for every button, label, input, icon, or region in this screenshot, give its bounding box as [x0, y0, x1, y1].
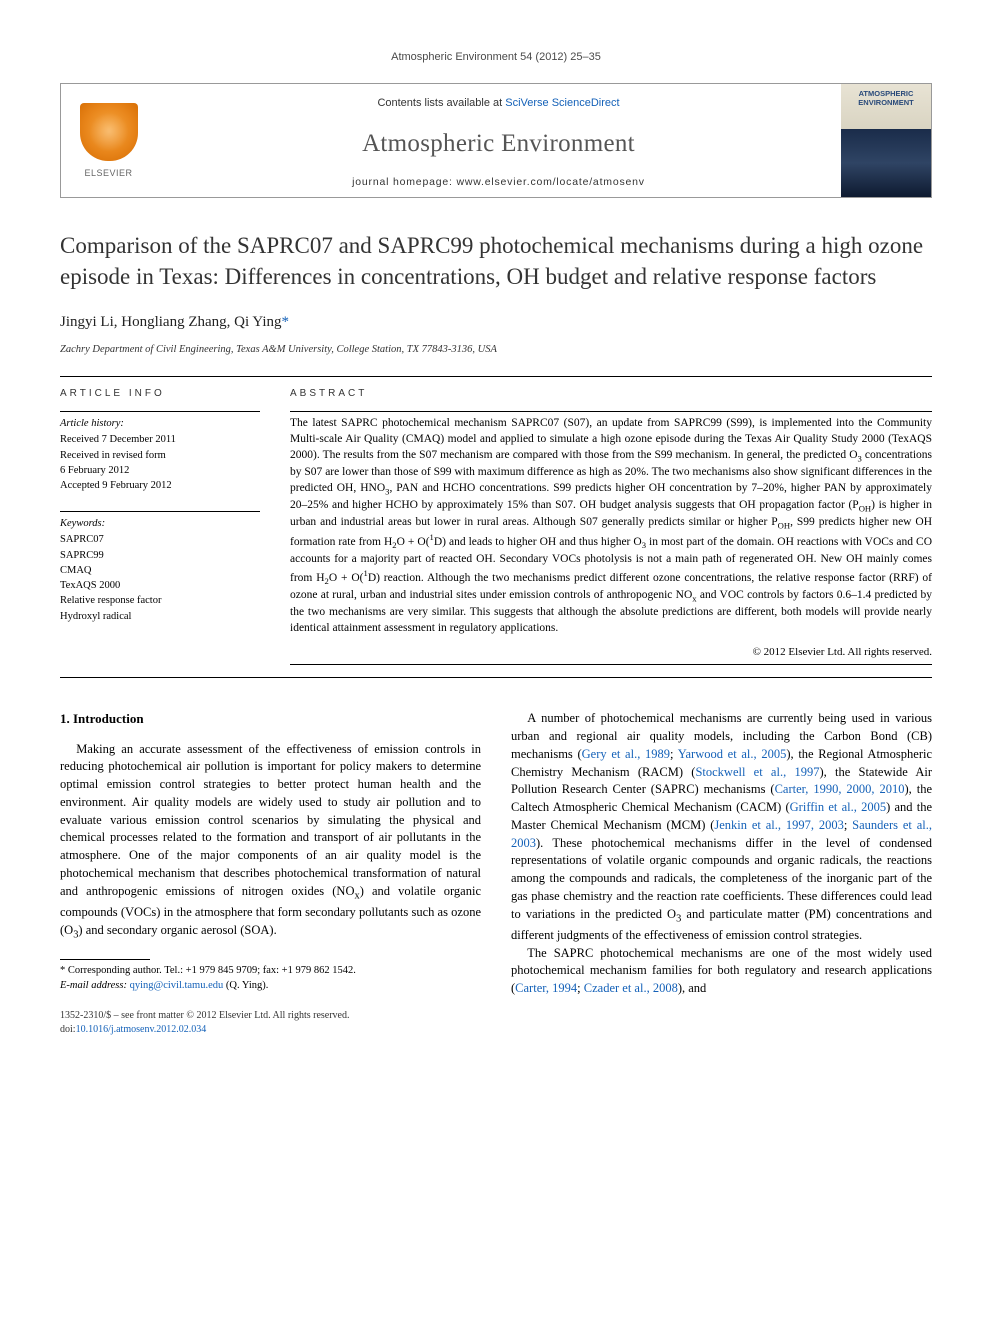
- article-body: 1. Introduction Making an accurate asses…: [60, 710, 932, 1037]
- journal-title: Atmospheric Environment: [166, 126, 831, 161]
- article-history: Article history: Received 7 December 201…: [60, 416, 260, 493]
- publisher-name: ELSEVIER: [84, 167, 132, 180]
- contents-prefix: Contents lists available at: [377, 97, 505, 109]
- article-info-label: ARTICLE INFO: [60, 387, 260, 401]
- homepage-url: www.elsevier.com/locate/atmosenv: [456, 176, 644, 188]
- footnotes: * Corresponding author. Tel.: +1 979 845…: [60, 964, 481, 993]
- author-list: Jingyi Li, Hongliang Zhang, Qi Ying*: [60, 312, 932, 333]
- rule-top: [60, 376, 932, 377]
- history-heading: Article history:: [60, 416, 260, 431]
- info-rule-2: [60, 511, 260, 512]
- article-title: Comparison of the SAPRC07 and SAPRC99 ph…: [60, 230, 932, 292]
- abstract-rule-bottom: [290, 664, 932, 665]
- corresponding-author-note: * Corresponding author. Tel.: +1 979 845…: [60, 964, 481, 979]
- keywords-heading: Keywords:: [60, 516, 260, 531]
- journal-homepage-line: journal homepage: www.elsevier.com/locat…: [166, 175, 831, 190]
- keywords-block: Keywords: SAPRC07 SAPRC99 CMAQ TexAQS 20…: [60, 516, 260, 624]
- abstract-text: The latest SAPRC photochemical mechanism…: [290, 416, 932, 637]
- history-revised-2: 6 February 2012: [60, 463, 260, 478]
- journal-banner: ELSEVIER Contents lists available at Sci…: [60, 83, 932, 198]
- doi-prefix: doi:: [60, 1024, 76, 1035]
- contents-available-line: Contents lists available at SciVerse Sci…: [166, 96, 831, 111]
- abstract-rule: [290, 411, 932, 412]
- homepage-prefix: journal homepage:: [352, 176, 456, 188]
- corresponding-email-link[interactable]: qying@civil.tamu.edu: [130, 980, 224, 991]
- intro-para-2: A number of photochemical mechanisms are…: [511, 710, 932, 944]
- email-line: E-mail address: qying@civil.tamu.edu (Q.…: [60, 979, 481, 994]
- history-received: Received 7 December 2011: [60, 432, 260, 447]
- doi-link[interactable]: 10.1016/j.atmosenv.2012.02.034: [76, 1024, 207, 1035]
- cover-title-text: ATMOSPHERIC ENVIRONMENT: [841, 84, 931, 112]
- rule-bottom: [60, 677, 932, 678]
- sciencedirect-link[interactable]: SciVerse ScienceDirect: [505, 97, 619, 109]
- intro-para-1: Making an accurate assessment of the eff…: [60, 741, 481, 943]
- keyword-item: Relative response factor: [60, 593, 260, 608]
- affiliation: Zachry Department of Civil Engineering, …: [60, 343, 932, 358]
- keyword-item: CMAQ: [60, 563, 260, 578]
- keyword-item: SAPRC07: [60, 532, 260, 547]
- keyword-item: Hydroxyl radical: [60, 609, 260, 624]
- keyword-item: SAPRC99: [60, 548, 260, 563]
- keyword-item: TexAQS 2000: [60, 578, 260, 593]
- footer-block: 1352-2310/$ – see front matter © 2012 El…: [60, 1009, 481, 1037]
- email-label: E-mail address:: [60, 980, 130, 991]
- running-header: Atmospheric Environment 54 (2012) 25–35: [60, 50, 932, 65]
- abstract-col: ABSTRACT The latest SAPRC photochemical …: [290, 387, 932, 669]
- banner-center: Contents lists available at SciVerse Sci…: [156, 84, 841, 197]
- article-info-col: ARTICLE INFO Article history: Received 7…: [60, 387, 260, 669]
- footnote-separator: [60, 959, 150, 960]
- abstract-label: ABSTRACT: [290, 387, 932, 401]
- email-suffix: (Q. Ying).: [223, 980, 268, 991]
- publisher-block: ELSEVIER: [61, 84, 156, 197]
- info-rule-1: [60, 411, 260, 412]
- abstract-copyright: © 2012 Elsevier Ltd. All rights reserved…: [290, 645, 932, 660]
- history-accepted: Accepted 9 February 2012: [60, 478, 260, 493]
- front-matter-line: 1352-2310/$ – see front matter © 2012 El…: [60, 1009, 481, 1023]
- elsevier-tree-icon: [80, 103, 138, 161]
- section-1-heading: 1. Introduction: [60, 710, 481, 728]
- history-revised-1: Received in revised form: [60, 448, 260, 463]
- intro-para-3: The SAPRC photochemical mechanisms are o…: [511, 945, 932, 998]
- doi-line: doi:10.1016/j.atmosenv.2012.02.034: [60, 1023, 481, 1037]
- journal-cover-thumb: ATMOSPHERIC ENVIRONMENT: [841, 84, 931, 197]
